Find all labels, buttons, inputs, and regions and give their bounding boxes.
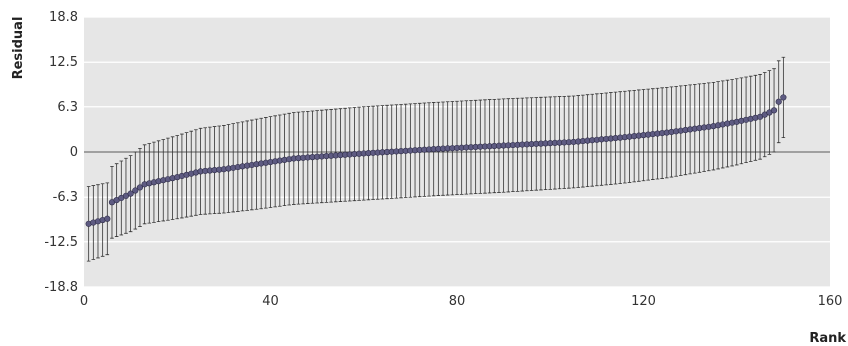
data-point <box>775 98 782 105</box>
y-tick-labels: -18.8 -12.5 -6.3 0 6.3 12.5 18.8 <box>44 10 78 295</box>
y-tick-label: 6.3 <box>57 100 78 115</box>
data-point <box>127 190 134 197</box>
data-point <box>770 107 778 114</box>
data-point <box>136 184 144 191</box>
x-tick-label: 160 <box>818 294 843 309</box>
y-tick-label: 0 <box>70 145 78 160</box>
y-tick-label: -6.3 <box>53 190 78 205</box>
error-bars <box>86 56 786 262</box>
y-tick-label: 18.8 <box>49 10 78 25</box>
data-point <box>132 187 139 194</box>
x-tick-labels: 0 40 80 120 160 <box>80 294 843 309</box>
x-tick-label: 80 <box>449 294 466 309</box>
data-point <box>104 215 111 222</box>
x-tick-label: 120 <box>631 294 656 309</box>
data-points <box>85 94 787 227</box>
y-tick-label: -12.5 <box>44 235 78 250</box>
data-point <box>780 94 787 101</box>
y-tick-label: -18.8 <box>44 280 78 295</box>
y-axis-title: Residual <box>11 17 26 80</box>
x-tick-label: 0 <box>80 294 88 309</box>
x-axis-title: Rank <box>809 331 846 346</box>
x-tick-label: 40 <box>262 294 279 309</box>
y-tick-label: 12.5 <box>49 55 78 70</box>
